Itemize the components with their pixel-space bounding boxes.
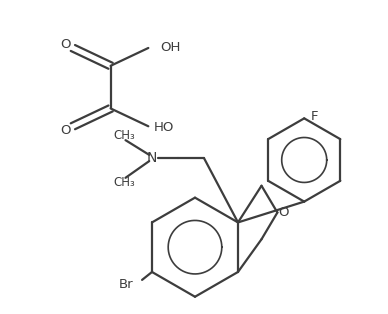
Text: O: O [61,38,71,51]
Text: Br: Br [119,278,133,291]
Text: CH₃: CH₃ [114,129,135,142]
Text: F: F [311,110,319,123]
Text: O: O [278,206,289,219]
Text: N: N [147,151,158,165]
Text: HO: HO [154,121,175,134]
Text: O: O [61,124,71,137]
Text: CH₃: CH₃ [114,176,135,189]
Text: OH: OH [160,41,180,54]
